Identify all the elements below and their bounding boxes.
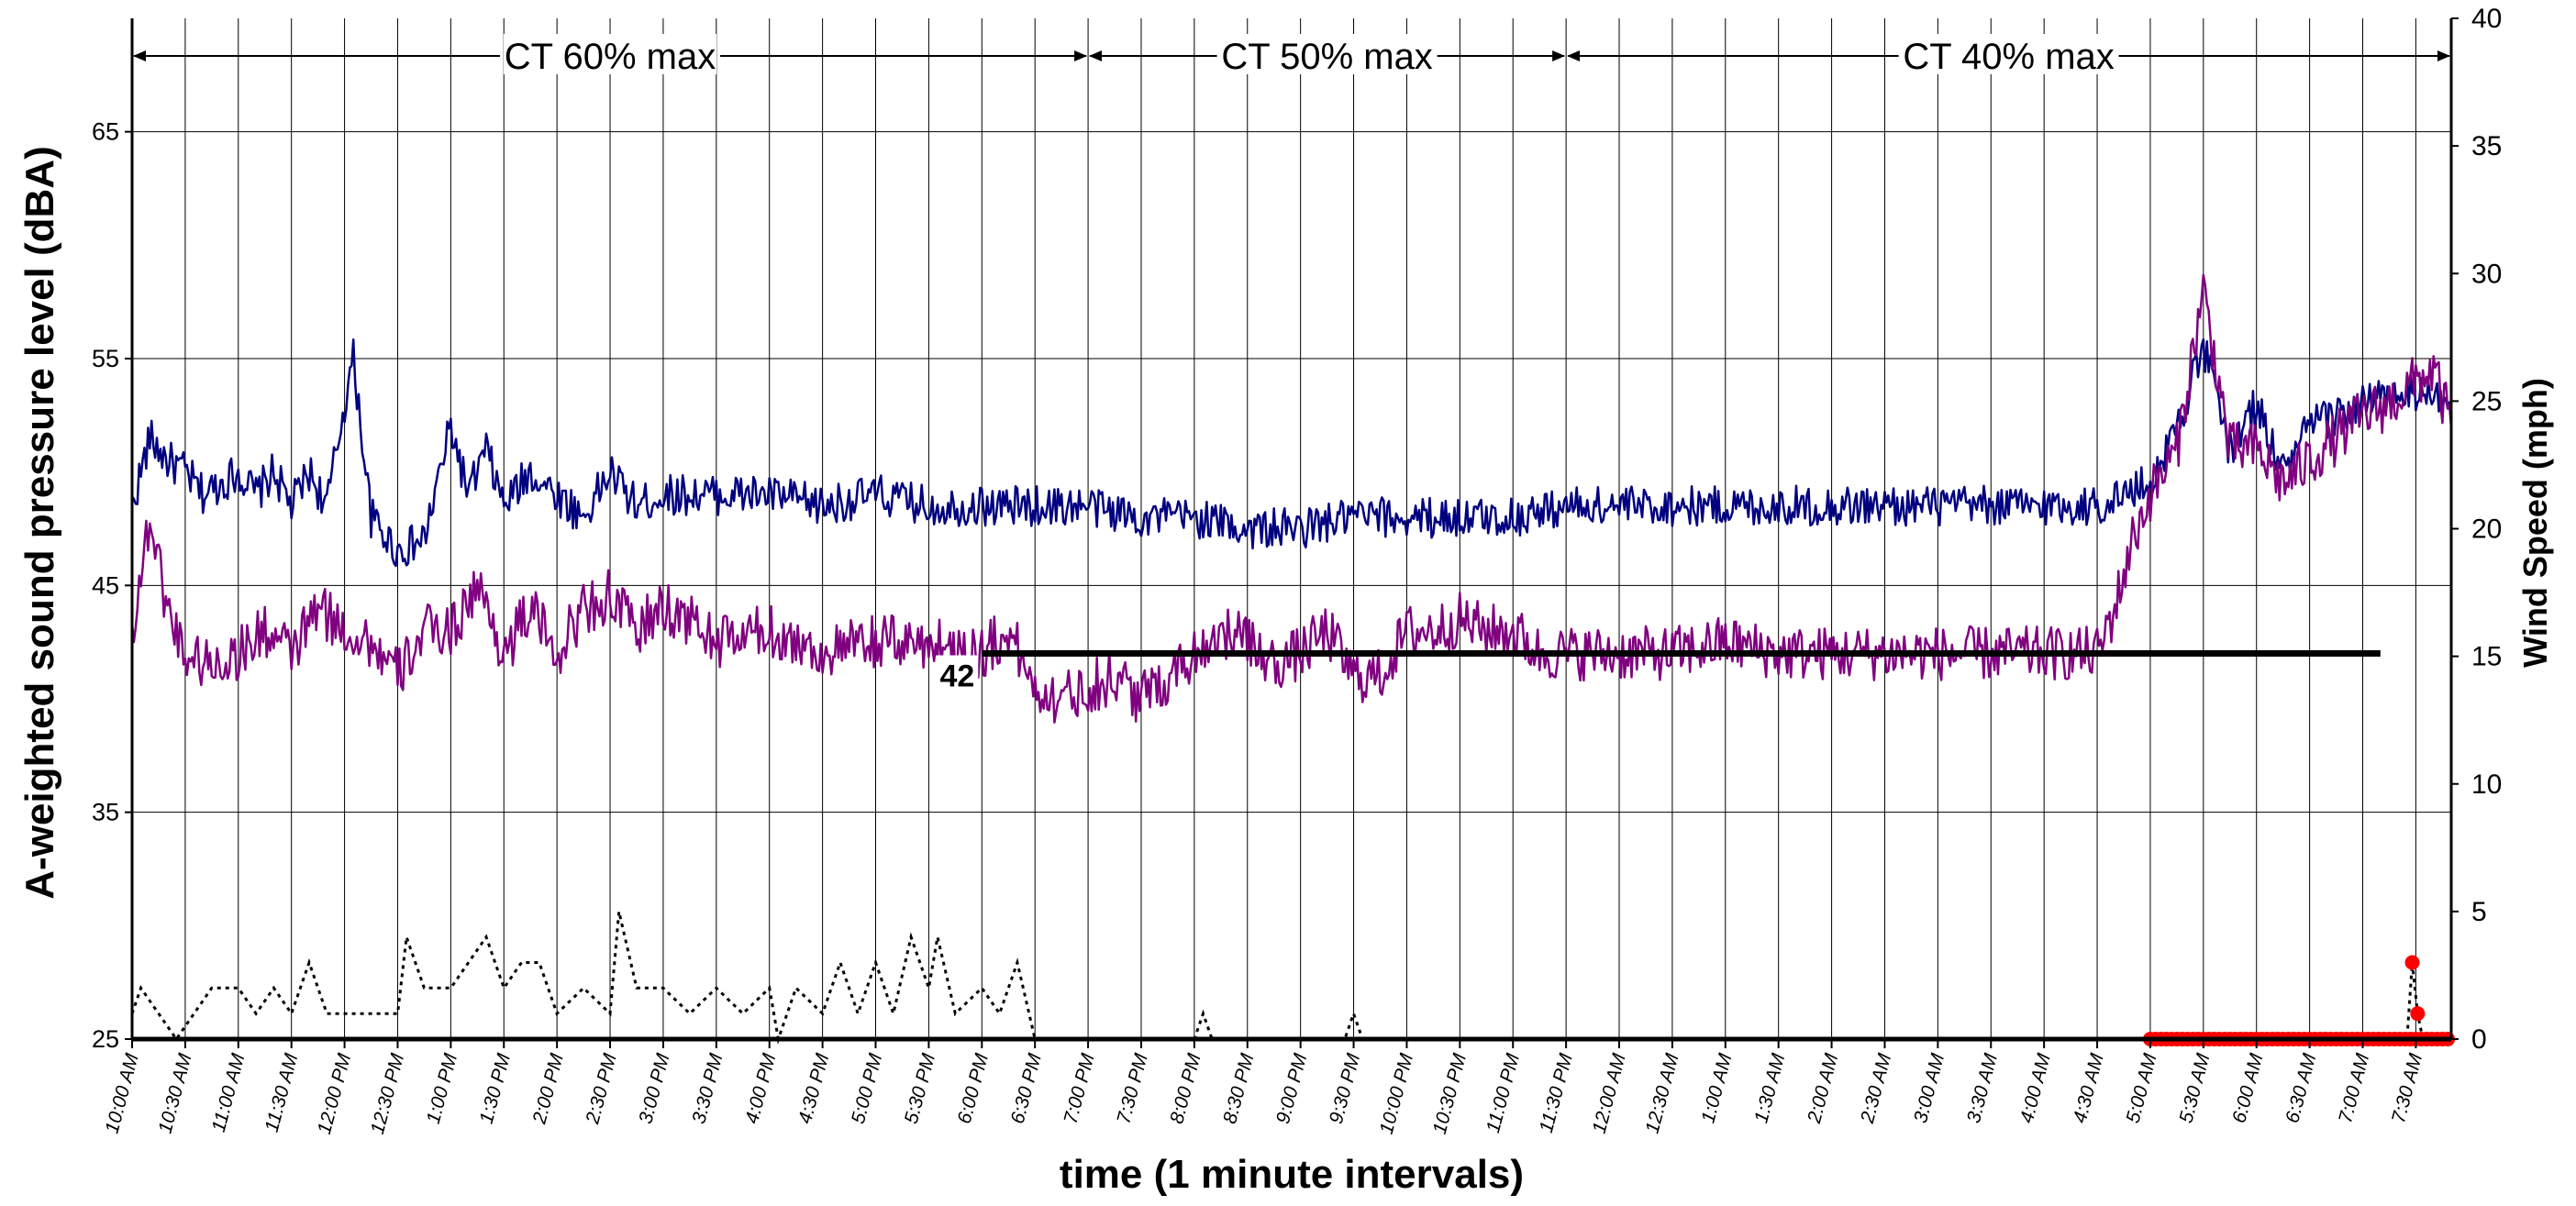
wind-speed-series bbox=[130, 911, 2451, 1045]
x-tick-label: 6:30 PM bbox=[1007, 1051, 1047, 1126]
x-tick-label: 5:00 AM bbox=[2123, 1051, 2161, 1125]
x-tick-label: 7:30 PM bbox=[1113, 1051, 1152, 1126]
y-left-tick-label: 35 bbox=[92, 799, 119, 826]
x-axis-label: time (1 minute intervals) bbox=[1060, 1152, 1524, 1197]
region-label-bg bbox=[1902, 34, 2115, 74]
x-tick-label: 1:30 AM bbox=[1750, 1051, 1789, 1125]
x-tick-label: 4:30 PM bbox=[794, 1051, 834, 1126]
x-tick-label: 4:00 PM bbox=[741, 1051, 781, 1126]
reference-line-group: 42 bbox=[936, 650, 2381, 694]
x-tick-label: 7:00 AM bbox=[2335, 1051, 2373, 1125]
x-tick-label: 12:30 AM bbox=[1641, 1051, 1682, 1136]
reference-label-bg bbox=[936, 655, 979, 692]
x-tick-label: 8:30 PM bbox=[1219, 1051, 1259, 1126]
x-tick-label: 4:30 AM bbox=[2070, 1051, 2108, 1125]
sound-level-series-purple bbox=[130, 273, 2453, 724]
axes: 10:00 AM 10:30 AM 11:00 AM 11:30 AM 12:00 PM… bbox=[92, 4, 2502, 1136]
x-tick-label: 9:30 PM bbox=[1326, 1051, 1365, 1126]
y-right-tick-label: 0 bbox=[2471, 1024, 2487, 1055]
x-tick-label: 4:00 AM bbox=[2016, 1051, 2055, 1125]
x-tick-label: 7:00 PM bbox=[1060, 1051, 1099, 1126]
x-tick-label: 11:00 PM bbox=[1482, 1051, 1524, 1135]
x-tick-label: 10:30 PM bbox=[1429, 1051, 1471, 1136]
x-tick-label: 6:30 AM bbox=[2282, 1051, 2320, 1125]
gridlines bbox=[131, 18, 2451, 1039]
region-label-bg bbox=[1220, 34, 1434, 74]
x-tick-label: 3:00 AM bbox=[1910, 1051, 1949, 1125]
region-label: CT 40% max bbox=[1903, 37, 2114, 77]
x-tick-label: 1:00 PM bbox=[423, 1051, 462, 1126]
x-tick-label: 10:30 AM bbox=[154, 1051, 195, 1136]
x-tick-label: 11:30 AM bbox=[261, 1051, 303, 1134]
y-right-tick-label: 30 bbox=[2471, 259, 2502, 289]
x-tick-label: 12:30 PM bbox=[367, 1051, 409, 1136]
region-label: CT 60% max bbox=[505, 37, 716, 77]
y-right-tick-label: 35 bbox=[2471, 131, 2502, 161]
calm-markers bbox=[2142, 955, 2456, 1046]
y-left-tick-label: 65 bbox=[92, 118, 119, 146]
x-tick-label: 5:00 PM bbox=[848, 1051, 887, 1126]
y-right-tick-label: 20 bbox=[2471, 514, 2502, 545]
y-axis-right-label: Wind Speed (mph) bbox=[2516, 378, 2554, 668]
data-series bbox=[130, 273, 2453, 1045]
x-tick-label: 7:30 AM bbox=[2388, 1051, 2426, 1125]
y-left-tick-label: 55 bbox=[92, 345, 119, 372]
region-label-bg bbox=[504, 34, 717, 74]
y-right-tick-label: 5 bbox=[2471, 897, 2487, 927]
x-tick-label: 2:00 AM bbox=[1804, 1051, 1843, 1126]
x-tick-label: 10:00 AM bbox=[102, 1051, 143, 1136]
x-tick-label: 6:00 PM bbox=[954, 1051, 994, 1126]
sound-level-series-navy bbox=[130, 337, 2453, 568]
x-tick-label: 1:30 PM bbox=[476, 1051, 516, 1126]
x-tick-label: 3:00 PM bbox=[635, 1051, 674, 1126]
y-right-tick-label: 10 bbox=[2471, 769, 2502, 800]
x-tick-label: 9:00 PM bbox=[1272, 1051, 1312, 1126]
wind-marker bbox=[2410, 1006, 2426, 1022]
y-left-tick-label: 25 bbox=[92, 1025, 119, 1053]
x-tick-label: 8:00 PM bbox=[1166, 1051, 1205, 1126]
operating-regions: CT 60% max CT 50% max CT 40% max bbox=[133, 34, 2450, 77]
x-tick-label: 5:30 AM bbox=[2175, 1051, 2214, 1125]
x-tick-label: 12:00 AM bbox=[1589, 1051, 1630, 1136]
x-tick-label: 6:00 AM bbox=[2228, 1051, 2267, 1125]
y-right-tick-label: 15 bbox=[2471, 642, 2502, 672]
y-left-tick-label: 45 bbox=[92, 571, 119, 599]
x-tick-label: 2:30 PM bbox=[582, 1051, 621, 1127]
x-tick-label: 12:00 PM bbox=[314, 1051, 356, 1136]
wind-marker bbox=[2404, 955, 2420, 970]
x-tick-label: 11:00 AM bbox=[208, 1051, 250, 1134]
x-tick-label: 3:30 AM bbox=[1963, 1051, 2002, 1125]
x-tick-label: 2:00 PM bbox=[528, 1051, 568, 1127]
x-tick-label: 11:30 PM bbox=[1536, 1051, 1577, 1135]
y-axis-left-label: A-weighted sound pressure level (dBA) bbox=[17, 146, 62, 899]
x-tick-label: 1:00 AM bbox=[1697, 1051, 1736, 1125]
x-tick-label: 10:00 PM bbox=[1376, 1051, 1418, 1136]
reference-line-label: 42 bbox=[939, 659, 974, 694]
region-label: CT 50% max bbox=[1221, 37, 1432, 77]
x-tick-label: 5:30 PM bbox=[901, 1051, 940, 1126]
x-tick-label: 3:30 PM bbox=[688, 1051, 727, 1126]
x-tick-label: 2:30 AM bbox=[1857, 1051, 1896, 1126]
y-right-tick-label: 40 bbox=[2471, 4, 2502, 34]
y-right-tick-label: 25 bbox=[2471, 386, 2502, 416]
